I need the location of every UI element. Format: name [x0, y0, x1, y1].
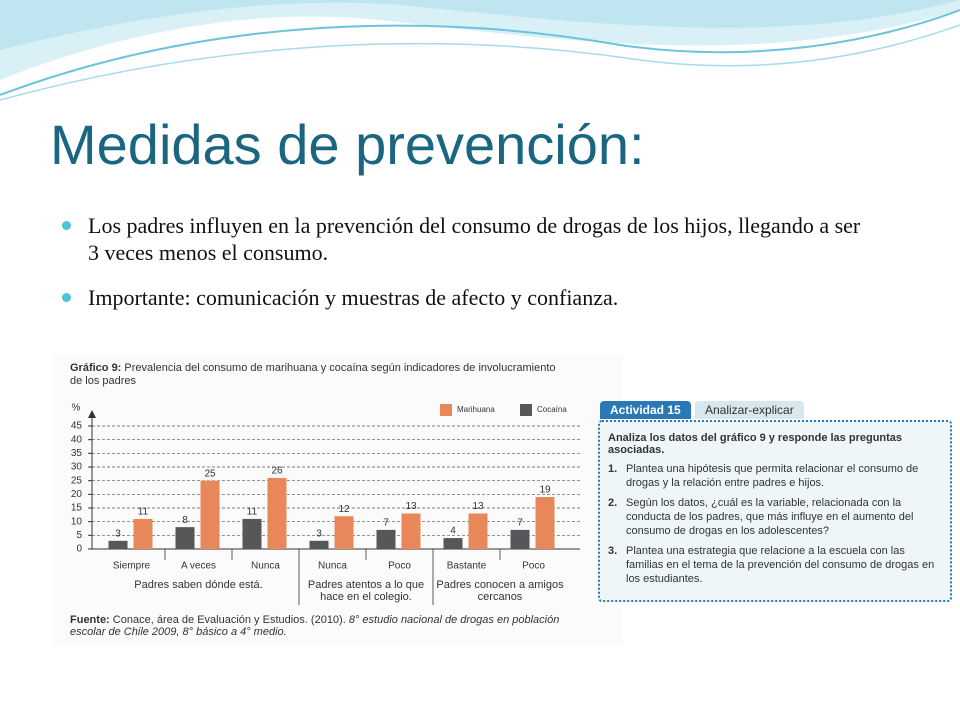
- bar: [133, 518, 153, 549]
- legend-label: Marihuana: [457, 405, 495, 414]
- x-tick-label: Bastante: [447, 561, 487, 572]
- activity-item: 1. Plantea una hipótesis que permita rela…: [608, 462, 944, 490]
- y-tick-label: 45: [71, 421, 83, 432]
- data-label: 3: [316, 528, 322, 539]
- bar: [468, 513, 488, 549]
- wave-decoration: [0, 0, 960, 101]
- item-text: Plantea una estrategia que relacione a l…: [626, 545, 935, 585]
- x-tick-label: A veces: [181, 561, 216, 572]
- data-label: 11: [138, 507, 149, 518]
- x-tick-label: Nunca: [251, 561, 280, 572]
- data-label: 26: [271, 466, 283, 477]
- item-text: Plantea una hipótesis que permita relaci…: [626, 463, 919, 489]
- y-tick-label: 0: [76, 544, 82, 555]
- data-label: 19: [539, 485, 551, 496]
- y-tick-label: 25: [71, 475, 83, 486]
- y-axis-arrow: [88, 410, 96, 418]
- bar: [510, 529, 530, 549]
- activity-item: 2. Según los datos, ¿cuál es la variable,…: [608, 496, 944, 538]
- data-label: 7: [383, 518, 389, 529]
- bar: [535, 497, 555, 549]
- activity-tab-secondary: Analizar-explicar: [695, 401, 804, 419]
- chart-panel: [52, 355, 622, 645]
- group-label: Padres atentos a lo que hace en el coleg…: [307, 579, 425, 603]
- y-tick-label: 10: [71, 516, 83, 527]
- source-label: Fuente:: [70, 614, 110, 626]
- data-label: 13: [405, 501, 417, 512]
- source-work: 8° estudio nacional de drogas en poblaci…: [70, 614, 560, 638]
- x-tick-label: Poco: [522, 561, 545, 572]
- bar: [108, 540, 128, 549]
- legend-swatch: [520, 404, 532, 416]
- chart-title: Gráfico 9: Prevalencia del consumo de ma…: [70, 362, 570, 388]
- y-tick-label: 5: [76, 530, 82, 541]
- data-label: 13: [472, 501, 484, 512]
- bullet: Los padres influyen en la prevención del…: [62, 212, 868, 266]
- bar: [242, 518, 262, 549]
- chart-title-text: Prevalencia del consumo de marihuana y c…: [70, 362, 556, 387]
- activity-heading: Analiza los datos del gráfico 9 y respon…: [608, 432, 903, 456]
- bar: [175, 527, 195, 549]
- slide-title: Medidas de prevención:: [50, 113, 645, 176]
- activity-item: 3. Plantea una estrategia que relacione a…: [608, 544, 944, 586]
- data-label: 4: [450, 526, 456, 537]
- y-tick-label: 40: [71, 434, 83, 445]
- item-number: 2.: [608, 497, 618, 509]
- data-label: 3: [115, 528, 121, 539]
- y-tick-label: 30: [71, 462, 83, 473]
- item-number: 3.: [608, 545, 618, 557]
- legend-swatch: [440, 404, 452, 416]
- item-number: 1.: [608, 463, 618, 475]
- y-tick-label: 20: [71, 489, 83, 500]
- source-text: Conace, área de Evaluación y Estudios. (…: [112, 614, 346, 626]
- data-label: 11: [247, 507, 258, 518]
- bar: [334, 516, 354, 549]
- bullet-text: Importante: comunicación y muestras de a…: [88, 285, 619, 310]
- chart-source: Fuente: Conace, área de Evaluación y Est…: [70, 614, 590, 638]
- x-tick-label: Siempre: [113, 561, 151, 572]
- group-label: Padres conocen a amigos cercanos: [436, 579, 564, 603]
- bar: [376, 529, 396, 549]
- activity-box: Analiza los datos del gráfico 9 y respon…: [598, 420, 952, 602]
- data-label: 7: [517, 518, 523, 529]
- bullet-text: Los padres influyen en la prevención del…: [88, 213, 861, 265]
- group-label: Padres saben dónde está.: [134, 579, 263, 591]
- item-text: Según los datos, ¿cuál es la variable, r…: [626, 497, 914, 537]
- y-tick-label: 35: [71, 448, 83, 459]
- data-label: 8: [182, 515, 188, 526]
- data-label: 25: [204, 468, 216, 479]
- bar: [200, 480, 220, 549]
- bar: [267, 477, 287, 549]
- y-tick-label: 15: [71, 503, 83, 514]
- x-tick-label: Poco: [388, 561, 411, 572]
- chart-title-label: Gráfico 9:: [70, 362, 122, 374]
- legend-label: Cocaína: [537, 405, 567, 414]
- bullet: Importante: comunicación y muestras de a…: [62, 284, 868, 311]
- bar: [443, 538, 463, 549]
- activity-items: 1. Plantea una hipótesis que permita rela…: [600, 462, 950, 586]
- bar: [309, 540, 329, 549]
- x-tick-label: Nunca: [318, 561, 347, 572]
- y-axis-label: %: [72, 403, 81, 414]
- bar: [401, 513, 421, 549]
- data-label: 12: [338, 504, 350, 515]
- activity-tab: Actividad 15: [600, 401, 691, 419]
